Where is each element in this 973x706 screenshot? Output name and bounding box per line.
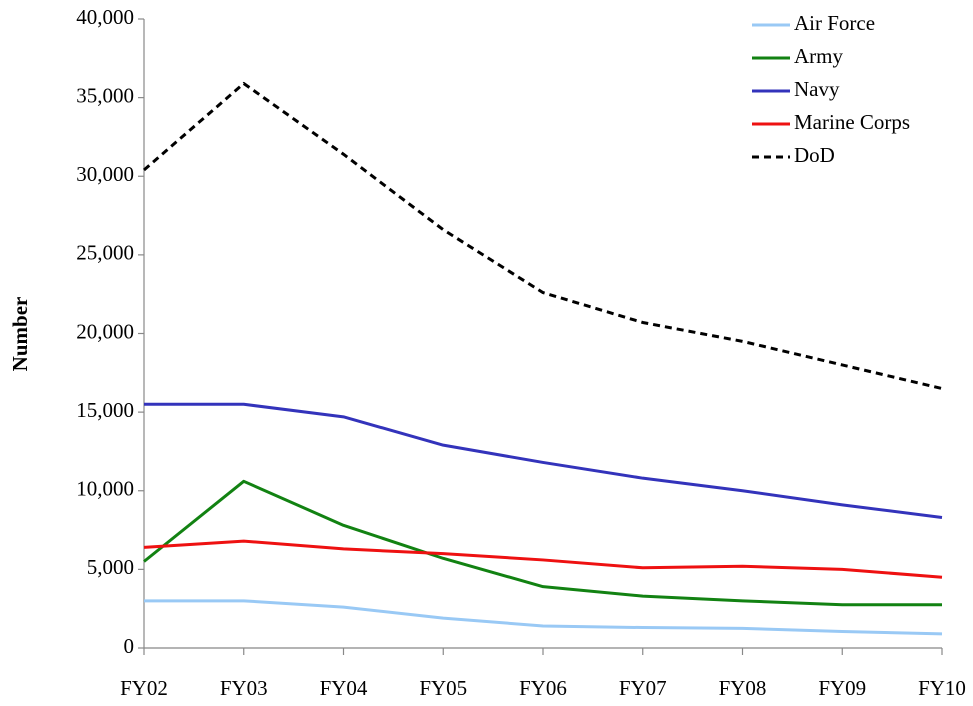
- x-tick-label: FY08: [719, 676, 767, 700]
- legend-label: Navy: [794, 77, 840, 101]
- series-line: [143, 81, 943, 390]
- series-line: [143, 479, 942, 607]
- legend-label: DoD: [794, 143, 835, 167]
- x-tick-label: FY09: [818, 676, 866, 700]
- x-tick-label: FY10: [918, 676, 966, 700]
- x-tick-label: FY02: [120, 676, 168, 700]
- y-tick-label: 15,000: [76, 398, 134, 422]
- y-tick-label: 30,000: [76, 162, 134, 186]
- y-tick-label: 0: [124, 634, 135, 658]
- x-tick-label: FY03: [220, 676, 268, 700]
- x-tick-label: FY04: [320, 676, 368, 700]
- y-tick-label: 5,000: [87, 555, 134, 579]
- y-tick-label: 20,000: [76, 319, 134, 343]
- y-tick-label: 35,000: [76, 83, 134, 107]
- y-tick-label: 40,000: [76, 5, 134, 29]
- y-tick-label: 10,000: [76, 477, 134, 501]
- x-tick-label: FY06: [519, 676, 567, 700]
- legend-label: Air Force: [794, 11, 875, 35]
- x-tick-label: FY07: [619, 676, 667, 700]
- legend-label: Army: [794, 44, 843, 68]
- y-axis-title: Number: [8, 297, 32, 372]
- series-line: [144, 599, 943, 636]
- series-line: [144, 402, 943, 519]
- legend-label: Marine Corps: [794, 110, 910, 134]
- y-tick-label: 25,000: [76, 241, 134, 265]
- x-tick-label: FY05: [419, 676, 467, 700]
- series-line: [143, 539, 943, 579]
